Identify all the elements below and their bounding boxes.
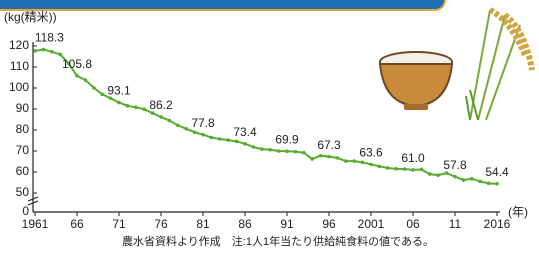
data-point [142, 107, 146, 111]
data-point [210, 136, 214, 140]
data-point [294, 150, 298, 154]
x-tick-label: 81 [196, 217, 210, 231]
data-point [487, 182, 491, 186]
value-label: 73.4 [233, 125, 257, 139]
data-point [403, 167, 407, 171]
data-point [58, 53, 62, 57]
data-point [495, 182, 499, 186]
data-point [243, 142, 247, 146]
data-point [193, 131, 197, 135]
data-point [302, 151, 306, 155]
x-tick-label: 66 [70, 217, 84, 231]
data-point [470, 177, 474, 181]
data-point [411, 168, 415, 172]
data-point [75, 74, 79, 78]
data-point [436, 173, 440, 177]
rice-plant-illustration [466, 10, 532, 120]
value-label: 77.8 [191, 116, 215, 130]
y-tick-label: 60 [16, 164, 30, 178]
data-point [252, 145, 256, 149]
data-point [184, 127, 188, 131]
data-point [260, 147, 264, 151]
data-point [92, 86, 96, 90]
value-label: 54.4 [485, 165, 509, 179]
data-point [336, 156, 340, 160]
value-label: 93.1 [107, 84, 131, 98]
x-tick-label: 96 [322, 217, 336, 231]
data-point [420, 168, 424, 172]
data-point [319, 154, 323, 158]
data-point [126, 104, 130, 108]
data-point [218, 137, 222, 141]
data-point [42, 48, 46, 52]
data-point [159, 115, 163, 119]
value-label: 69.9 [275, 132, 299, 146]
y-axis-label: (kg(精米)) [4, 10, 57, 24]
data-point [201, 133, 205, 137]
x-tick-label: 2001 [358, 217, 385, 231]
data-point [100, 93, 104, 97]
data-point [33, 49, 37, 53]
chart: (kg(精米)) (年) 農水省資料より作成 注:1人1年当たり供給純食料の値で… [0, 0, 539, 253]
value-label: 57.8 [443, 158, 467, 172]
data-point [428, 172, 432, 176]
y-tick-label: 120 [9, 38, 29, 52]
x-tick-label: 2016 [484, 217, 511, 231]
value-label: 67.3 [317, 138, 341, 152]
x-tick-label: 76 [154, 217, 168, 231]
rice-bowl-illustration [380, 52, 452, 110]
x-tick-label: 1961 [22, 217, 49, 231]
data-point [478, 180, 482, 184]
y-tick-label: 0 [22, 204, 29, 218]
x-tick-label: 11 [449, 217, 462, 231]
data-point [327, 155, 331, 159]
value-label: 105.8 [62, 57, 92, 71]
data-point [168, 119, 172, 123]
value-label: 86.2 [149, 98, 173, 112]
x-tick-label: 06 [406, 217, 420, 231]
data-point [352, 159, 356, 163]
data-point [386, 166, 390, 170]
value-label: 63.6 [359, 146, 383, 160]
data-point [310, 157, 314, 161]
data-point [378, 165, 382, 169]
data-point [285, 149, 289, 153]
data-point [268, 148, 272, 152]
value-label: 118.3 [35, 31, 64, 45]
x-tick-label: 71 [112, 217, 126, 231]
y-tick-label: 90 [16, 101, 30, 115]
data-point [84, 78, 88, 82]
x-axis-label: (年) [508, 205, 528, 219]
data-point [369, 163, 373, 167]
y-tick-label: 70 [16, 143, 30, 157]
data-point [226, 138, 230, 142]
data-point [394, 167, 398, 171]
data-point [134, 106, 138, 110]
value-label: 61.0 [401, 151, 425, 165]
x-tick-label: 86 [238, 217, 252, 231]
data-point [117, 101, 121, 105]
data-point [453, 175, 457, 179]
data-point [462, 178, 466, 182]
header-banner [0, 0, 445, 10]
y-tick-label: 100 [9, 80, 29, 94]
x-tick-label: 91 [280, 217, 294, 231]
data-point [344, 159, 348, 163]
data-point [235, 140, 239, 144]
y-tick-label: 80 [16, 122, 30, 136]
data-point [176, 124, 180, 128]
data-point [50, 50, 54, 54]
source-note: 農水省資料より作成 注:1人1年当たり供給純食料の値である。 [122, 234, 434, 248]
data-point [361, 161, 365, 165]
y-tick-label: 110 [10, 59, 29, 73]
y-tick-label: 50 [16, 185, 30, 199]
data-point [277, 149, 281, 153]
